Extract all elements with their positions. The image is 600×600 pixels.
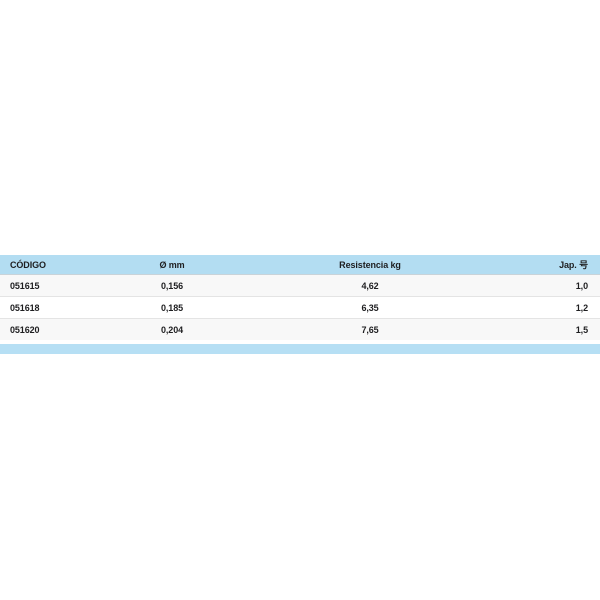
table-cell-resistencia: 6,35 [254, 296, 486, 319]
product-spec-section: CÓDIGO Ø mm Resistencia kg Jap. 号 051615… [0, 255, 600, 354]
table-header-row: CÓDIGO Ø mm Resistencia kg Jap. 号 [0, 255, 600, 275]
table-row: 051620 0,204 7,65 1,5 [0, 318, 600, 340]
section-gap [0, 340, 600, 344]
table-cell-codigo: 051618 [0, 296, 90, 319]
table-cell-codigo: 051620 [0, 318, 90, 340]
next-section-header-bar [0, 344, 600, 354]
table-cell-jap-size: 1,0 [575, 280, 588, 291]
table-cell-resistencia: 4,62 [361, 280, 379, 291]
column-header-jap-size: Jap. 号 [486, 255, 600, 275]
column-header-diameter-mm: Ø mm [90, 255, 254, 275]
table-cell-jap-size: 1,2 [486, 296, 600, 319]
column-header-resistencia-kg: Resistencia kg [254, 255, 486, 275]
spec-table: CÓDIGO Ø mm Resistencia kg Jap. 号 051615… [0, 255, 600, 340]
table-cell-jap-size: 1,5 [486, 318, 600, 340]
table-cell-resistencia: 7,65 [254, 318, 486, 340]
table-cell-diameter: 0,204 [90, 318, 254, 340]
table-row: 051618 0,185 6,35 1,2 [0, 296, 600, 319]
table-row: 051615 0,156 4,62 1,0 [0, 274, 600, 297]
table-cell-diameter: 0,156 [160, 280, 184, 291]
table-cell-diameter: 0,185 [90, 296, 254, 319]
table-cell-codigo: 051615 [10, 280, 40, 291]
column-header-codigo: CÓDIGO [0, 255, 90, 275]
